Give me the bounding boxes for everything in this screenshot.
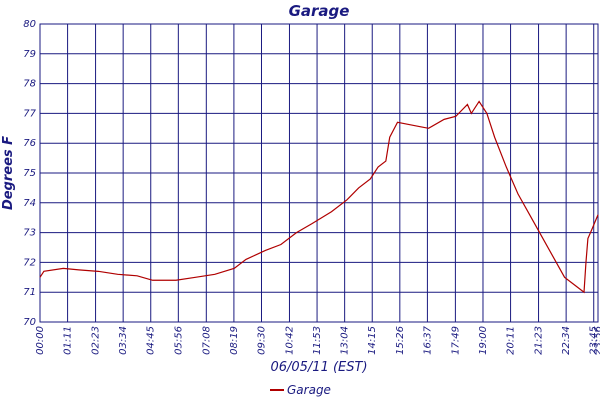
x-tick-label: 16:37 [422, 325, 433, 354]
x-tick-label: 05:56 [173, 326, 184, 355]
x-tick-label: 04:45 [146, 326, 157, 355]
x-tick-label: 03:34 [118, 326, 129, 355]
y-tick-label: 72 [23, 257, 36, 268]
x-tick-label: 19:00 [478, 326, 489, 355]
y-tick-label: 70 [23, 317, 36, 328]
x-tick-label: 22:34 [561, 326, 572, 355]
x-tick-label: 07:08 [201, 326, 212, 355]
x-tick-label: 08:19 [229, 326, 240, 355]
x-tick-label: 11:53 [312, 326, 323, 355]
y-tick-label: 73 [23, 228, 36, 239]
y-tick-label: 78 [23, 79, 36, 90]
x-tick-label: 02:23 [91, 326, 102, 355]
y-tick-label: 75 [23, 168, 36, 179]
x-tick-label: 17:49 [450, 326, 461, 355]
y-tick-label: 79 [23, 49, 36, 60]
x-axis-label: 06/05/11 (EST) [270, 360, 367, 375]
x-tick-label: 09:30 [256, 326, 267, 355]
x-tick-label: 00:00 [35, 326, 46, 355]
y-tick-label: 74 [23, 198, 36, 209]
x-tick-label: 01:11 [63, 326, 74, 355]
data-line [39, 100, 599, 294]
y-tick-label: 76 [23, 138, 36, 149]
x-tick-label: 21:23 [534, 326, 545, 355]
x-tick-label: 20:11 [506, 326, 517, 355]
legend-label: Garage [287, 383, 331, 397]
x-tick-label: 23:56 [593, 326, 600, 355]
x-tick-label: 23:45 [589, 326, 600, 355]
y-axis-label: Degrees F [1, 136, 16, 210]
x-tick-label: 10:42 [284, 326, 295, 355]
y-tick-label: 71 [23, 287, 36, 298]
x-tick-label: 13:04 [340, 326, 351, 355]
x-tick-label: 14:15 [367, 326, 378, 355]
chart-title: Garage [289, 2, 350, 20]
y-tick-label: 80 [23, 19, 36, 30]
y-tick-label: 77 [23, 108, 36, 119]
x-tick-label: 15:26 [395, 326, 406, 355]
